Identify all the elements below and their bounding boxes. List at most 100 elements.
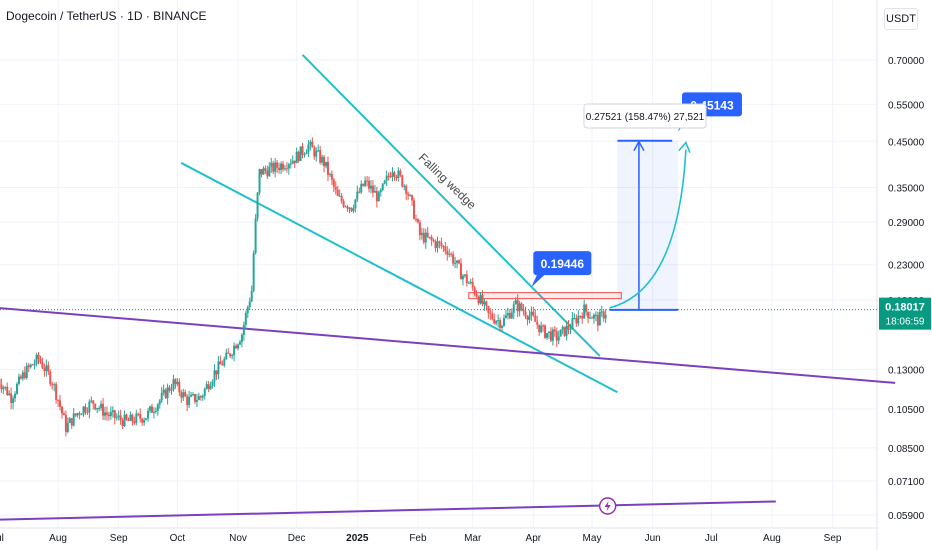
candle-body <box>135 413 138 423</box>
candle-body <box>600 311 603 313</box>
x-tick-label: Mar <box>464 533 482 544</box>
candle-body <box>225 352 228 359</box>
candle-body <box>589 317 592 319</box>
y-tick-label: 0.23000 <box>888 261 925 272</box>
x-tick-label: May <box>583 533 602 544</box>
candle-body <box>90 400 93 402</box>
candle-body <box>158 400 161 405</box>
candle-body <box>0 384 3 390</box>
breakout-label: 0.19446 <box>541 257 585 271</box>
candle-body <box>72 413 75 426</box>
candle-body <box>74 413 77 416</box>
candle-body <box>369 185 372 189</box>
candle-body <box>518 303 521 312</box>
candle-body <box>96 408 99 410</box>
candle-body <box>389 176 392 178</box>
candle-body <box>481 294 484 305</box>
candle-body <box>424 232 427 243</box>
candle-body <box>371 185 374 193</box>
x-tick-label: 2025 <box>346 533 369 544</box>
candle-body <box>235 345 238 349</box>
candle-body <box>553 329 556 332</box>
candle-body <box>497 320 500 322</box>
candle-body <box>285 168 288 170</box>
candle-body <box>299 146 302 161</box>
candle-body <box>338 195 341 197</box>
candle-body <box>489 312 492 314</box>
candle-body <box>430 236 433 241</box>
candle-body <box>467 282 470 284</box>
candle-body <box>182 392 185 398</box>
candle-body <box>166 387 169 399</box>
candle-body <box>209 385 212 390</box>
candle-body <box>432 240 435 242</box>
candle-body <box>305 152 308 154</box>
measure-zone <box>617 140 679 310</box>
y-tick-label: 0.45000 <box>888 137 925 148</box>
candle-body <box>64 415 67 432</box>
candle-body <box>88 401 91 413</box>
candle-body <box>154 410 157 412</box>
candle-body <box>422 232 425 243</box>
candle-body <box>399 170 402 176</box>
symbol-title[interactable]: Dogecoin / TetherUS · 1D · BINANCE <box>6 9 207 23</box>
candle-body <box>446 251 449 255</box>
trend-lower-line <box>0 500 776 521</box>
candle-body <box>407 194 410 196</box>
x-tick-label: Aug <box>763 533 781 544</box>
candle-body <box>297 151 300 161</box>
candle-body <box>358 191 361 193</box>
candle-body <box>60 406 63 414</box>
currency-button[interactable]: USDT <box>884 8 918 30</box>
candle-body <box>364 180 367 186</box>
candle-body <box>538 324 541 333</box>
candle-body <box>57 399 60 401</box>
candle-body <box>8 393 11 395</box>
x-tick-label: Oct <box>170 533 186 544</box>
candle-body <box>473 287 476 294</box>
candle-body <box>31 364 34 366</box>
candle-body <box>15 383 18 394</box>
candle-body <box>491 313 494 320</box>
candle-body <box>436 241 439 248</box>
candle-body <box>147 410 150 419</box>
measure-label-box <box>583 103 707 129</box>
wedge-upper-line <box>301 54 601 357</box>
candle-body <box>178 381 181 393</box>
candle-body <box>461 275 464 280</box>
candle-body <box>221 364 224 366</box>
time-axis: Jul Aug Sep Oct Nov Dec 2025 Feb Mar Apr May Jun Jul… <box>0 527 877 544</box>
candle-body <box>317 150 320 152</box>
candle-body <box>207 384 210 390</box>
candle-body <box>393 172 396 177</box>
candle-body <box>577 315 580 324</box>
candle-body <box>428 236 431 238</box>
candle-body <box>321 156 324 163</box>
candle-body <box>51 384 54 386</box>
candle-body <box>592 314 595 319</box>
candle-body <box>348 207 351 209</box>
candle-body <box>104 412 107 416</box>
trend-upper-line <box>0 307 896 384</box>
projection-curve <box>609 149 687 309</box>
candle-body <box>213 370 216 382</box>
price-tag-value: 0.18017 <box>885 302 925 314</box>
candle-body <box>12 398 15 403</box>
candle-body <box>420 232 423 236</box>
candle-body <box>145 418 148 420</box>
candle-body <box>368 180 371 189</box>
measure-arrow-head <box>633 140 645 152</box>
candle-body <box>19 376 22 379</box>
candle-body <box>131 414 134 422</box>
candle-body <box>411 195 414 201</box>
candle-body <box>223 358 226 366</box>
candle-body <box>326 161 329 175</box>
candle-body <box>319 150 322 163</box>
y-tick-label: 0.70000 <box>888 56 925 67</box>
candle-body <box>352 208 355 212</box>
x-tick-label: Feb <box>409 533 427 544</box>
candle-body <box>233 345 236 356</box>
candle-body <box>395 176 398 179</box>
candle-body <box>315 150 318 157</box>
